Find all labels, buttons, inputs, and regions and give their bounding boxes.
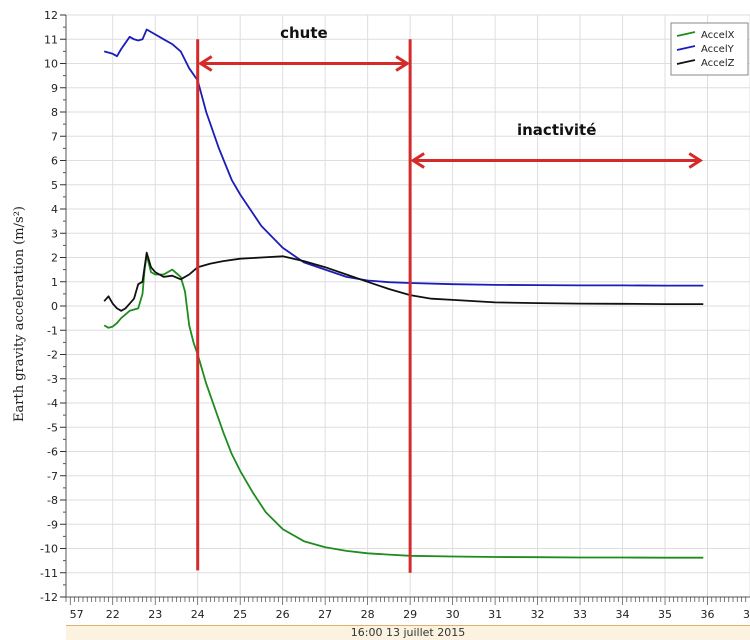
y-tick-label: -8 bbox=[47, 494, 58, 507]
y-tick-label: 5 bbox=[51, 179, 58, 192]
legend: AccelX AccelY AccelZ bbox=[670, 22, 749, 76]
legend-entry: AccelY bbox=[701, 44, 735, 55]
arrow-head-left bbox=[410, 152, 425, 169]
annotation-label: chute bbox=[280, 24, 328, 42]
x-tick-label: 30 bbox=[446, 608, 460, 621]
x-tick-label: 32 bbox=[531, 608, 545, 621]
y-tick-label: 10 bbox=[44, 58, 58, 71]
y-tick-label: -1 bbox=[47, 324, 58, 337]
x-tick-label: 35 bbox=[658, 608, 672, 621]
annotation-label: inactivité bbox=[517, 121, 596, 139]
series-line-accelz bbox=[103, 251, 704, 312]
series-line-accely bbox=[103, 28, 704, 287]
x-tick-label: 29 bbox=[403, 608, 417, 621]
annotations: chute inactivité bbox=[196, 24, 704, 573]
x-tick-label: 37 bbox=[743, 608, 750, 621]
y-tick-label: -3 bbox=[47, 373, 58, 386]
y-tick-label: -4 bbox=[47, 397, 58, 410]
y-tick-label: 4 bbox=[51, 203, 58, 216]
x-tick-label: 28 bbox=[361, 608, 375, 621]
y-tick-label: 9 bbox=[51, 82, 58, 95]
y-tick-label: 0 bbox=[51, 300, 58, 313]
x-tick-label: 22 bbox=[106, 608, 120, 621]
legend-entry: AccelZ bbox=[701, 58, 735, 69]
legend-swatch bbox=[676, 59, 696, 65]
y-tick-label: -7 bbox=[47, 470, 58, 483]
x-tick-label: 26 bbox=[276, 608, 290, 621]
legend-swatch bbox=[676, 31, 696, 37]
y-tick-label: -10 bbox=[40, 543, 58, 556]
arrow-head-right bbox=[688, 152, 704, 169]
x-tick-label: 34 bbox=[616, 608, 630, 621]
y-tick-label: 7 bbox=[51, 130, 58, 143]
x-tick-label: 57 bbox=[70, 608, 84, 621]
x-tick-label: 31 bbox=[488, 608, 502, 621]
y-tick-label: 12 bbox=[44, 9, 58, 22]
x-tick-label: 33 bbox=[573, 608, 587, 621]
y-tick-label: 6 bbox=[51, 155, 58, 168]
y-tick-label: 2 bbox=[51, 252, 58, 265]
y-tick-label: -11 bbox=[40, 567, 58, 580]
arrow-head-left bbox=[197, 55, 213, 72]
legend-entry: AccelX bbox=[701, 30, 735, 41]
y-tick-label: -5 bbox=[47, 421, 58, 434]
y-tick-label: 1 bbox=[51, 276, 58, 289]
date-band: 16:00 13 juillet 2015 bbox=[66, 625, 750, 640]
y-tick-label: 3 bbox=[51, 227, 58, 240]
y-tick-label: 11 bbox=[44, 33, 58, 46]
x-tick-label: 23 bbox=[148, 608, 162, 621]
x-tick-label: 24 bbox=[191, 608, 205, 621]
legend-swatch bbox=[676, 45, 696, 51]
y-axis: 1211109876543210-1-2-3-4-5-6-7-8-9-10-11… bbox=[40, 9, 66, 604]
y-tick-label: -2 bbox=[47, 349, 58, 362]
x-tick-label: 27 bbox=[318, 608, 332, 621]
y-tick-label: -9 bbox=[47, 518, 58, 531]
arrow-head-right bbox=[395, 55, 410, 72]
x-axis-label: 16:00 13 juillet 2015 bbox=[350, 626, 466, 639]
x-tick-label: 25 bbox=[233, 608, 247, 621]
x-tick-label: 36 bbox=[701, 608, 715, 621]
y-tick-label: 8 bbox=[51, 106, 58, 119]
y-tick-label: -6 bbox=[47, 446, 58, 459]
y-axis-label: Earth gravity acceleration (m/s²) bbox=[12, 206, 27, 422]
series-group bbox=[103, 28, 704, 559]
y-tick-label: -12 bbox=[40, 591, 58, 604]
x-axis: 57 22 23 24 25 26 27 28 29 30 31 32 33 34 35 36 37 bbox=[65, 597, 750, 621]
series-line-accelx bbox=[103, 254, 704, 559]
